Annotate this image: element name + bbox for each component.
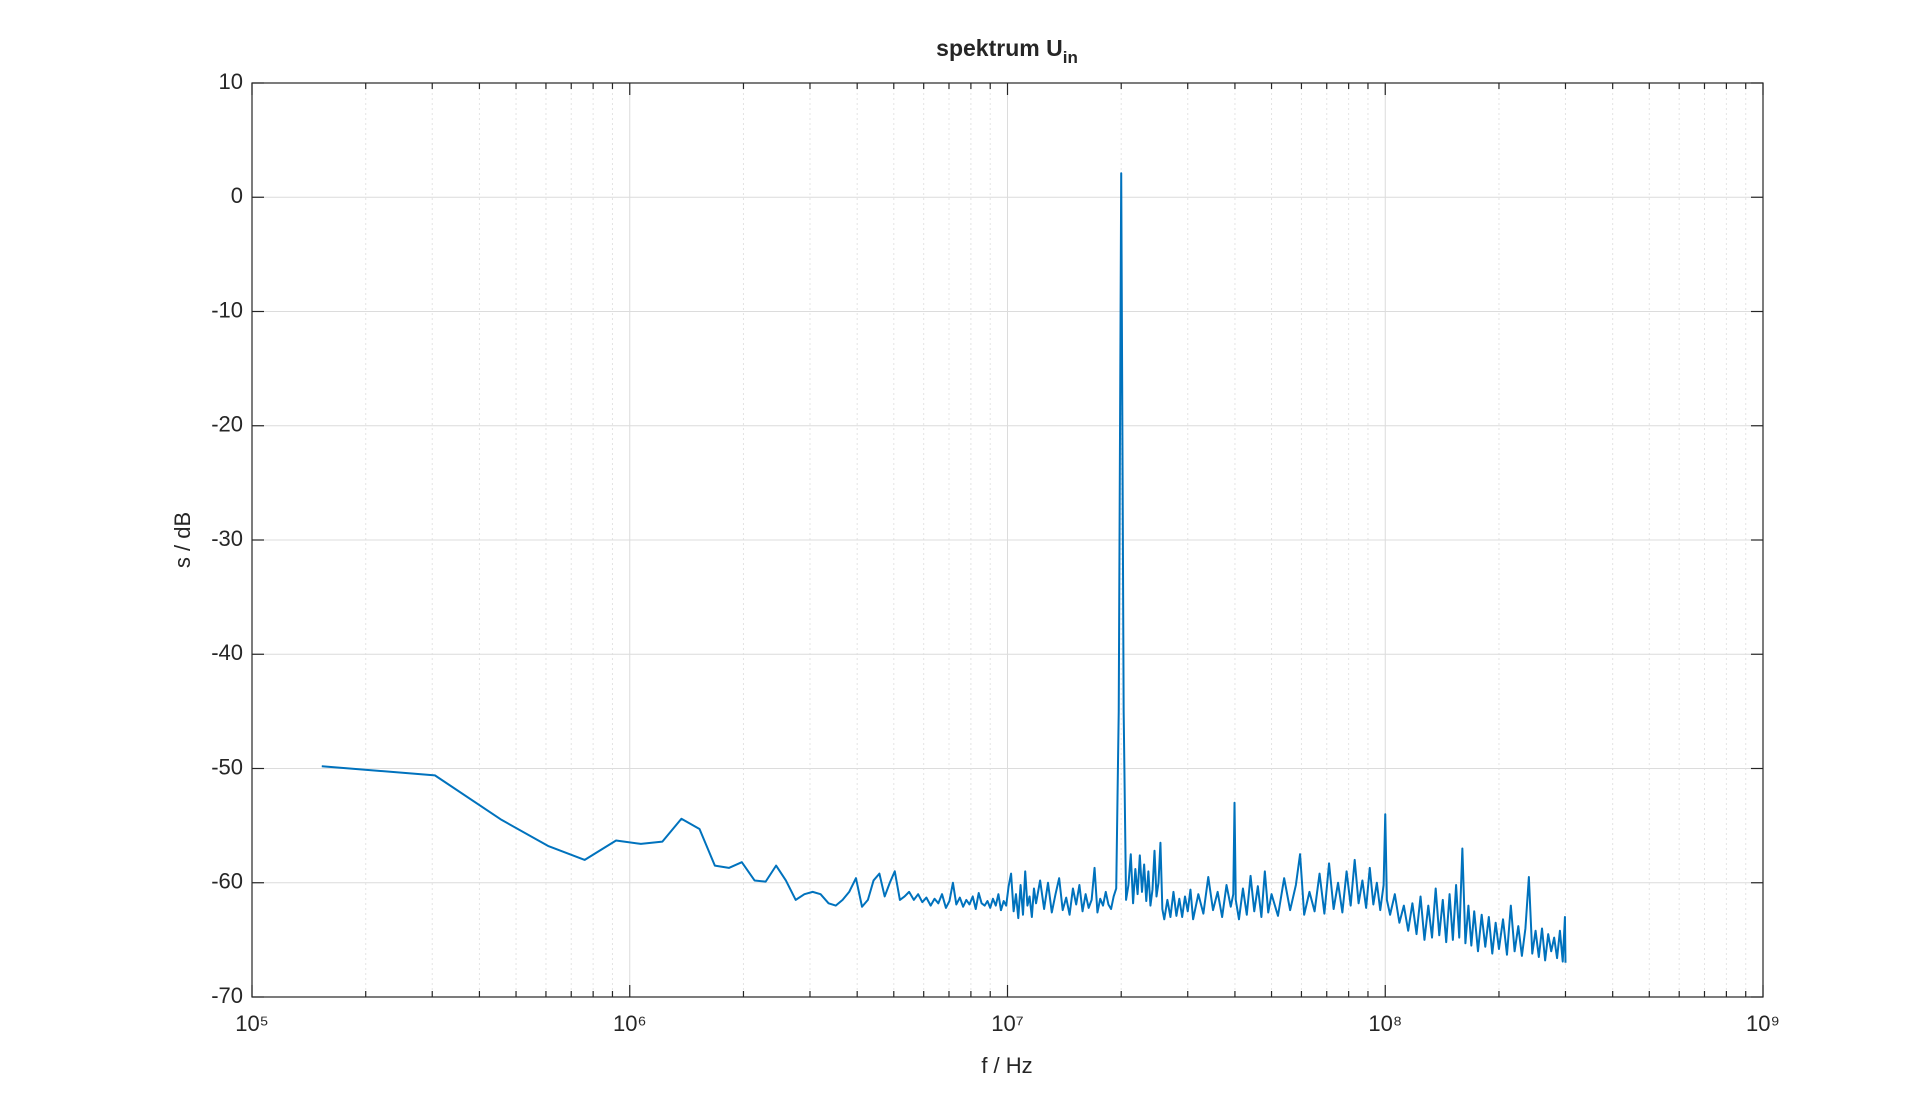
y-tick-label: -30 [211,526,243,551]
x-axis-label: f / Hz [981,1053,1032,1078]
x-tick-label: 10⁷ [991,1011,1023,1036]
chart-title: spektrum Uin [936,35,1078,67]
x-tick-label: 10⁶ [613,1011,647,1036]
y-tick-label: -10 [211,297,243,322]
x-tick-label: 10⁸ [1368,1011,1402,1036]
title-subscript: in [1063,48,1078,67]
y-tick-label: -50 [211,754,243,779]
y-tick-label: -20 [211,412,243,437]
axes-box [251,82,1764,998]
x-tick-label: 10⁹ [1746,1011,1780,1036]
title-main: spektrum U [936,35,1063,61]
y-tick-label: 10 [219,69,243,94]
data-line [321,172,1567,963]
y-axis-label: s / dB [170,512,195,568]
y-tick-label: 0 [231,183,243,208]
y-tick-label: -60 [211,869,243,894]
y-tick-label: -70 [211,983,243,1008]
x-tick-label: 10⁵ [235,1011,269,1036]
y-tick-label: -40 [211,640,243,665]
